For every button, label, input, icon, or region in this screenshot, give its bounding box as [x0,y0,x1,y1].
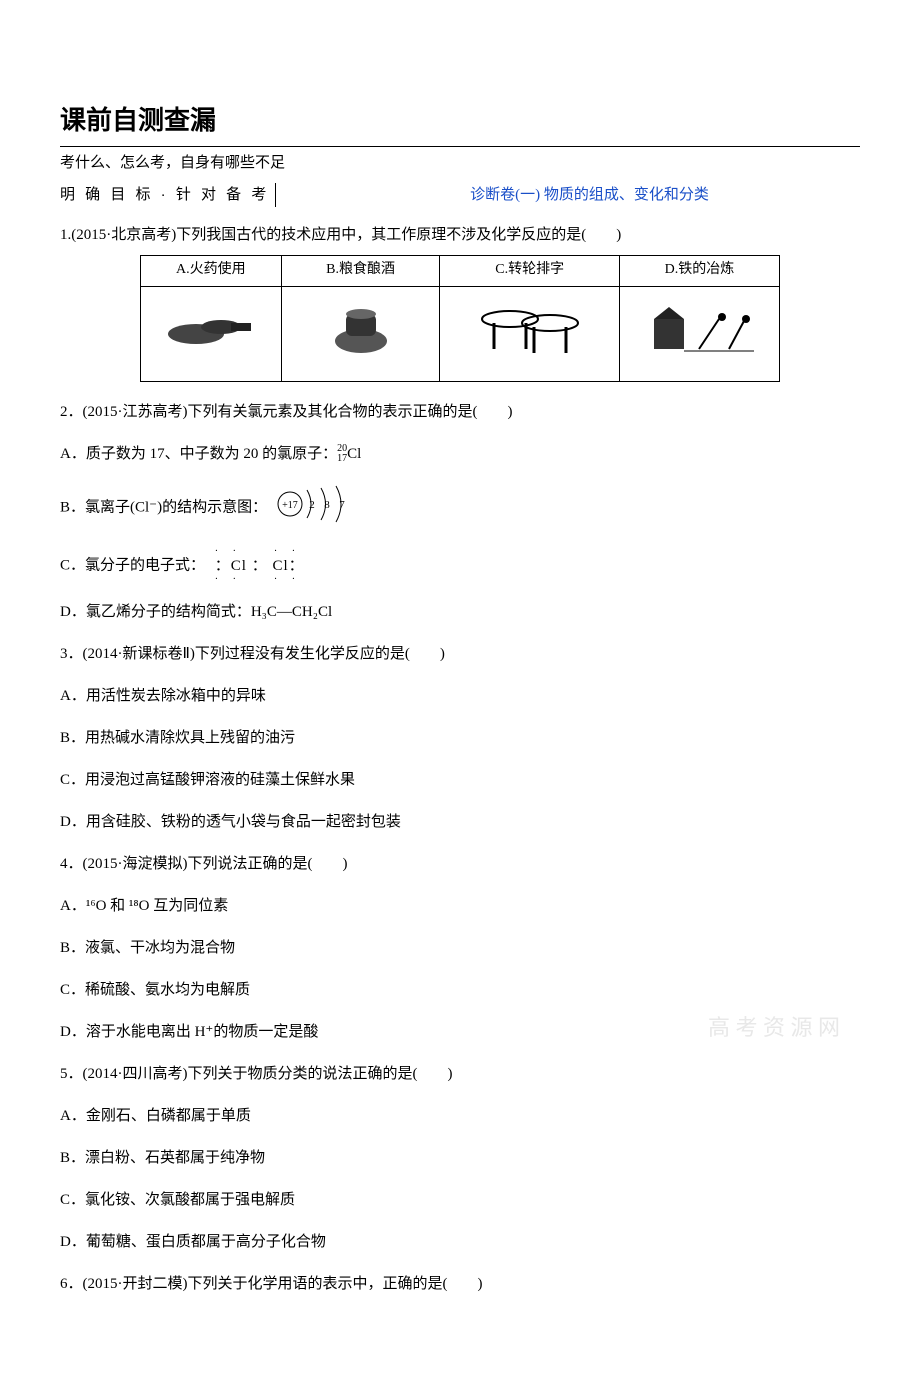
q1-img-b [281,286,440,381]
o16: ¹⁶O [86,898,107,914]
nuclide-symbol: 2017 [337,444,347,464]
header-sub1: 考什么、怎么考，自身有哪些不足 [60,151,860,175]
q3-opt-a: A．用活性炭去除冰箱中的异味 [60,684,860,708]
cl2-electron: ：Cl ： Cl： [215,558,305,574]
q2-opt-d: D．氯乙烯分子的结构简式：H₃C—CH₂Cl [60,600,860,624]
dots-bot: · · · · [215,578,305,582]
nucleus-charge: +17 [282,500,298,511]
q5-opt-b: B．漂白粉、石英都属于纯净物 [60,1146,860,1170]
q2-opt-b: B．氯离子(Cl⁻)的结构示意图： +17 2 8 7 [60,484,860,532]
q6-text: 6．(2015·开封二模)下列关于化学用语的表示中，正确的是 [60,1276,443,1292]
svg-text:2: 2 [309,499,315,511]
q3-opt-d: D．用含硅胶、铁粉的透气小袋与食品一起密封包装 [60,810,860,834]
header-title: 课前自测查漏 [60,100,860,142]
q3-text: 3．(2014·新课标卷Ⅱ)下列过程没有发生化学反应的是 [60,646,405,662]
header-block: 课前自测查漏 考什么、怎么考，自身有哪些不足 明 确 目 标 · 针 对 备 考… [60,100,860,211]
q5-opt-c: C．氯化铵、次氯酸都属于强电解质 [60,1188,860,1212]
q4-a-mid: 和 [106,898,129,914]
q1-stem: 1.(2015·北京高考)下列我国古代的技术应用中，其工作原理不涉及化学反应的是… [60,223,860,247]
o18: ¹⁸O [129,898,150,914]
q1-col-a: A.火药使用 [141,255,282,286]
svg-text:7: 7 [339,499,345,511]
q4-opt-b: B．液氯、干冰均为混合物 [60,936,860,960]
q4-stem: 4．(2015·海淀模拟)下列说法正确的是( ) [60,852,860,876]
q2-c-pre: C．氯分子的电子式： [60,557,205,573]
q4-opt-a: A．¹⁶O 和 ¹⁸O 互为同位素 [60,894,860,918]
blank-paren: ( ) [473,404,513,420]
q3-stem: 3．(2014·新课标卷Ⅱ)下列过程没有发生化学反应的是( ) [60,642,860,666]
q6-stem: 6．(2015·开封二模)下列关于化学用语的表示中，正确的是( ) [60,1272,860,1296]
q3-opt-b: B．用热碱水清除炊具上残留的油污 [60,726,860,750]
gunpowder-icon [161,299,261,359]
q2-stem: 2．(2015·江苏高考)下列有关氯元素及其化合物的表示正确的是( ) [60,400,860,424]
q1-col-b: B.粮食酿酒 [281,255,440,286]
q4-opt-d: D．溶于水能电离出 H⁺的物质一定是酸 [60,1020,860,1044]
q1-image-row [141,286,780,381]
q5-stem: 5．(2014·四川高考)下列关于物质分类的说法正确的是( ) [60,1062,860,1086]
q3-opt-c: C．用浸泡过高锰酸钾溶液的硅藻土保鲜水果 [60,768,860,792]
q1-col-c: C.转轮排字 [440,255,619,286]
q4-text: 4．(2015·海淀模拟)下列说法正确的是 [60,856,308,872]
q4-a-pre: A． [60,898,86,914]
q1-table: A.火药使用 B.粮食酿酒 C.转轮排字 D.铁的冶炼 [140,255,780,382]
movable-type-icon [470,299,590,359]
header-sub2: 明 确 目 标 · 针 对 备 考 [60,183,276,207]
dots-top: · · · · [215,550,305,554]
electron-formula: · · · · ：Cl ： Cl： · · · · [215,550,305,582]
q2-b-pre: B．氯离子(Cl⁻)的结构示意图： [60,499,267,515]
brewing-icon [316,299,406,359]
blank-paren: ( ) [405,646,445,662]
blank-paren: ( ) [308,856,348,872]
iron-smelting-icon [644,299,754,359]
q2-a-pre: A．质子数为 17、中子数为 20 的氯原子： [60,446,337,462]
q2-text: 2．(2015·江苏高考)下列有关氯元素及其化合物的表示正确的是 [60,404,473,420]
q4-opt-c: C．稀硫酸、氨水均为电解质 [60,978,860,1002]
q2-opt-a: A．质子数为 17、中子数为 20 的氯原子：2017Cl [60,442,860,466]
q1-img-a [141,286,282,381]
q2-opt-c: C．氯分子的电子式： · · · · ：Cl ： Cl： · · · · [60,550,860,582]
header-divider [60,146,860,147]
q1-header-row: A.火药使用 B.粮食酿酒 C.转轮排字 D.铁的冶炼 [141,255,780,286]
diagnostic-title: 诊断卷(一) 物质的组成、变化和分类 [470,183,709,207]
svg-text:8: 8 [324,499,330,511]
atom-structure-diagram: +17 2 8 7 [275,484,365,532]
q5-text: 5．(2014·四川高考)下列关于物质分类的说法正确的是 [60,1066,413,1082]
q1-text: 1.(2015·北京高考)下列我国古代的技术应用中，其工作原理不涉及化学反应的是 [60,227,581,243]
element-symbol: Cl [347,446,361,462]
blank-paren: ( ) [443,1276,483,1292]
q5-opt-d: D．葡萄糖、蛋白质都属于高分子化合物 [60,1230,860,1254]
atomic-number: 17 [337,454,347,464]
q4-a-post: 互为同位素 [149,898,228,914]
blank-paren: ( ) [413,1066,453,1082]
q1-img-d [619,286,779,381]
q1-img-c [440,286,619,381]
q5-opt-a: A．金刚石、白磷都属于单质 [60,1104,860,1128]
q1-col-d: D.铁的冶炼 [619,255,779,286]
blank-paren: ( ) [581,227,621,243]
